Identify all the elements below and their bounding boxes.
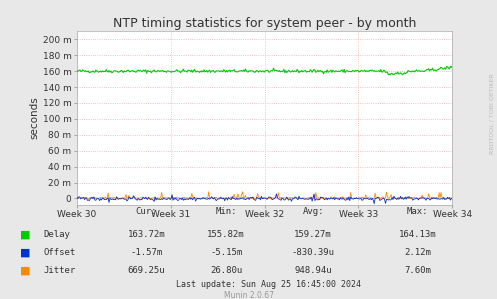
- Text: ■: ■: [20, 266, 30, 276]
- Text: -830.39u: -830.39u: [292, 248, 334, 257]
- Text: 155.82m: 155.82m: [207, 230, 245, 239]
- Text: 669.25u: 669.25u: [128, 266, 166, 275]
- Y-axis label: seconds: seconds: [30, 97, 40, 139]
- Text: 159.27m: 159.27m: [294, 230, 332, 239]
- Text: Max:: Max:: [407, 207, 428, 216]
- Text: 7.60m: 7.60m: [404, 266, 431, 275]
- Title: NTP timing statistics for system peer - by month: NTP timing statistics for system peer - …: [113, 17, 416, 30]
- Text: ■: ■: [20, 248, 30, 258]
- Text: -1.57m: -1.57m: [131, 248, 163, 257]
- Text: Cur:: Cur:: [136, 207, 158, 216]
- Text: Jitter: Jitter: [44, 266, 76, 275]
- Text: 948.94u: 948.94u: [294, 266, 332, 275]
- Text: 26.80u: 26.80u: [210, 266, 242, 275]
- Text: Min:: Min:: [215, 207, 237, 216]
- Text: 2.12m: 2.12m: [404, 248, 431, 257]
- Text: Munin 2.0.67: Munin 2.0.67: [224, 291, 273, 299]
- Text: Delay: Delay: [44, 230, 71, 239]
- Text: RRDTOOL / TOBI OETIKER: RRDTOOL / TOBI OETIKER: [490, 73, 495, 154]
- Text: ■: ■: [20, 230, 30, 240]
- Text: 164.13m: 164.13m: [399, 230, 436, 239]
- Text: 163.72m: 163.72m: [128, 230, 166, 239]
- Text: Last update: Sun Aug 25 16:45:00 2024: Last update: Sun Aug 25 16:45:00 2024: [176, 280, 361, 289]
- Text: Avg:: Avg:: [302, 207, 324, 216]
- Text: Offset: Offset: [44, 248, 76, 257]
- Text: -5.15m: -5.15m: [210, 248, 242, 257]
